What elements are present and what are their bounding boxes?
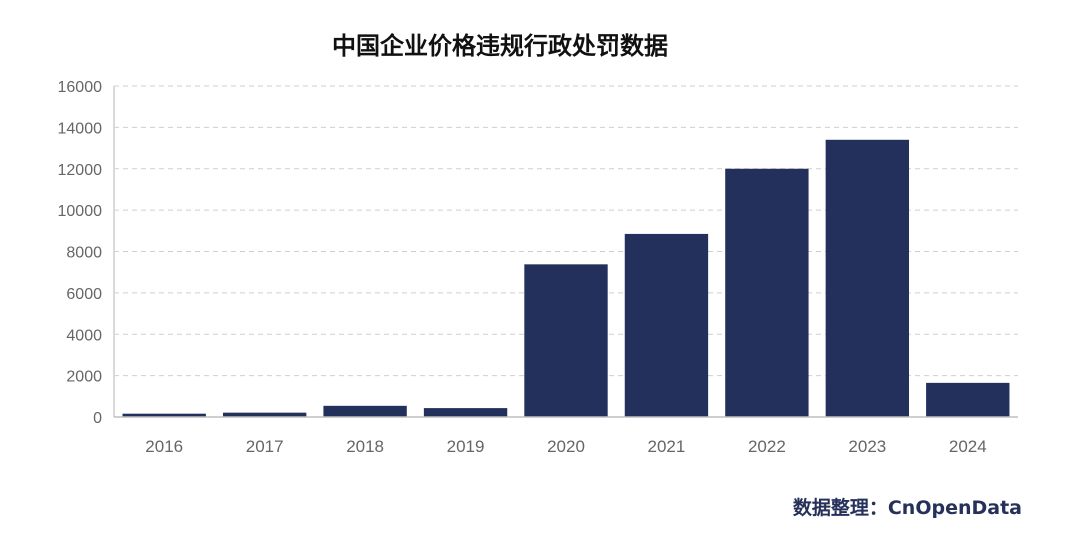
y-tick-label: 0 xyxy=(93,410,102,427)
chart-title: 中国企业价格违规行政处罚数据 xyxy=(332,32,668,60)
bar-2020 xyxy=(524,264,608,417)
x-tick-label: 2016 xyxy=(145,437,183,456)
y-tick-label: 10000 xyxy=(58,203,103,220)
x-tick-label: 2022 xyxy=(748,437,786,456)
x-tick-label: 2023 xyxy=(848,437,886,456)
y-tick-label: 8000 xyxy=(66,245,102,262)
x-tick-label: 2020 xyxy=(547,437,585,456)
x-tick-label: 2024 xyxy=(949,437,987,456)
bar-2018 xyxy=(323,405,407,417)
axes: 0 2000 4000 6000 8000 10000 12000 14000 16000 201… xyxy=(58,79,1018,456)
bar-2021 xyxy=(624,233,709,417)
bar-2023 xyxy=(825,139,910,417)
x-tick-label: 2019 xyxy=(447,437,485,456)
x-tick-label: 2018 xyxy=(346,437,384,456)
bars xyxy=(122,139,1010,417)
y-tick-label: 16000 xyxy=(58,79,103,96)
bar-2017 xyxy=(222,412,307,417)
bar-2019 xyxy=(423,408,508,417)
x-tick-label: 2021 xyxy=(648,437,686,456)
source-credit: 数据整理：CnOpenData xyxy=(792,497,1022,519)
bar-2022 xyxy=(725,168,809,417)
y-tick-label: 6000 xyxy=(66,286,102,303)
y-tick-label: 2000 xyxy=(66,369,102,386)
y-tick-label: 12000 xyxy=(58,162,103,179)
y-tick-label: 4000 xyxy=(66,327,102,344)
bar-2016 xyxy=(122,413,206,417)
bar-2024 xyxy=(926,382,1010,417)
y-tick-label: 14000 xyxy=(58,120,103,137)
x-tick-label: 2017 xyxy=(246,437,284,456)
